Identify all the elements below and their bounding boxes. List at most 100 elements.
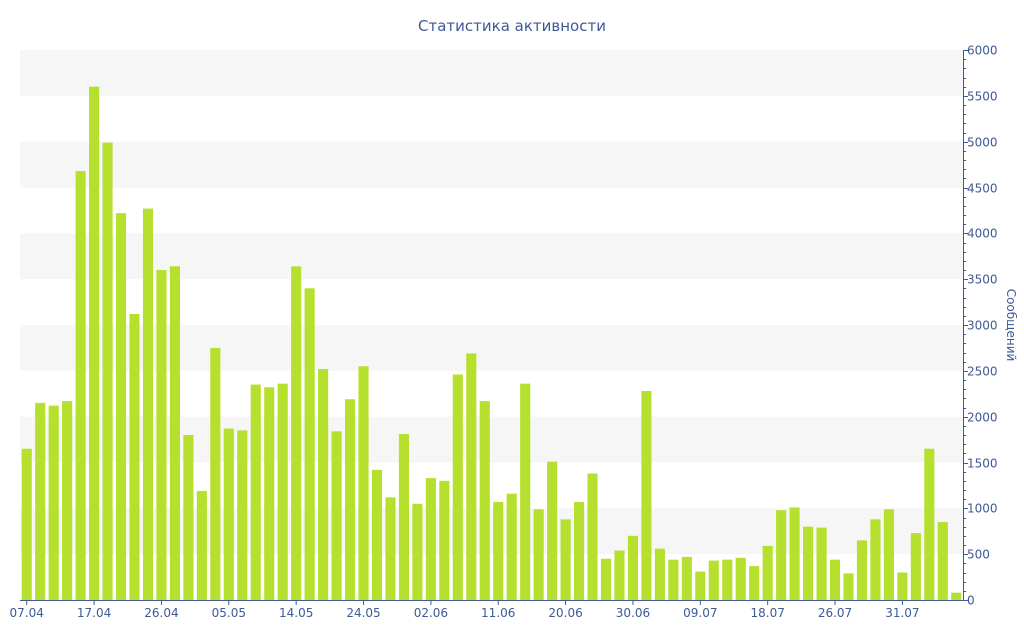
- bar[interactable]: [237, 430, 248, 600]
- bar[interactable]: [102, 142, 113, 601]
- bar[interactable]: [452, 374, 463, 601]
- x-tick-label: 30.06: [616, 606, 650, 620]
- bar[interactable]: [843, 573, 854, 600]
- bar[interactable]: [115, 213, 127, 600]
- x-tick-label: 26.07: [818, 606, 852, 620]
- bar[interactable]: [614, 550, 625, 601]
- bar[interactable]: [668, 559, 679, 600]
- bar[interactable]: [600, 558, 612, 600]
- bar[interactable]: [304, 288, 315, 600]
- bar[interactable]: [371, 469, 383, 600]
- x-tick-label: 05.05: [212, 606, 246, 620]
- bar[interactable]: [654, 548, 665, 600]
- bar[interactable]: [291, 266, 302, 600]
- y-tick-label: 2000: [967, 411, 998, 425]
- bar[interactable]: [937, 522, 948, 600]
- bar[interactable]: [223, 428, 234, 600]
- bar[interactable]: [951, 592, 962, 600]
- grid-band: [20, 141, 963, 188]
- bar[interactable]: [547, 461, 558, 600]
- bar[interactable]: [641, 391, 652, 600]
- bar[interactable]: [870, 519, 881, 600]
- bar[interactable]: [35, 402, 46, 600]
- bar[interactable]: [358, 366, 369, 600]
- y-tick-label: 6000: [967, 44, 998, 58]
- bar[interactable]: [722, 559, 733, 600]
- y-tick-label: 5000: [967, 136, 998, 150]
- bar[interactable]: [520, 383, 531, 600]
- bar[interactable]: [412, 503, 423, 600]
- bar[interactable]: [425, 478, 436, 600]
- y-tick-label: 500: [967, 548, 990, 562]
- bar[interactable]: [21, 448, 32, 600]
- bar[interactable]: [439, 480, 450, 600]
- bar[interactable]: [169, 266, 180, 600]
- bar[interactable]: [681, 556, 692, 600]
- bar[interactable]: [344, 399, 356, 600]
- bar[interactable]: [493, 501, 504, 600]
- bar[interactable]: [910, 533, 921, 600]
- x-tick-label: 20.06: [548, 606, 582, 620]
- bar[interactable]: [587, 473, 598, 601]
- x-tick-label: 26.04: [144, 606, 178, 620]
- bar[interactable]: [803, 526, 814, 600]
- y-tick-label: 4000: [967, 227, 998, 241]
- bar[interactable]: [856, 540, 868, 600]
- bar[interactable]: [749, 566, 760, 600]
- bar[interactable]: [48, 405, 59, 600]
- bar[interactable]: [210, 347, 221, 600]
- x-tick-label: 09.07: [683, 606, 717, 620]
- bar[interactable]: [506, 493, 517, 600]
- bar[interactable]: [762, 545, 773, 600]
- bar[interactable]: [264, 387, 275, 600]
- bar[interactable]: [142, 208, 154, 601]
- bar[interactable]: [479, 401, 490, 600]
- bar[interactable]: [250, 384, 261, 600]
- bar[interactable]: [897, 572, 908, 601]
- y-tick-label: 3000: [967, 319, 998, 333]
- bar[interactable]: [331, 431, 342, 600]
- bar[interactable]: [183, 435, 194, 600]
- bar[interactable]: [277, 383, 288, 600]
- bar[interactable]: [695, 571, 706, 600]
- bars-group: [21, 86, 962, 601]
- bar[interactable]: [62, 401, 73, 600]
- x-tick-label: 31.07: [885, 606, 919, 620]
- x-tick-label: 07.04: [10, 606, 44, 620]
- bar[interactable]: [776, 510, 787, 600]
- bar[interactable]: [829, 559, 841, 600]
- bar[interactable]: [129, 314, 140, 600]
- bar[interactable]: [789, 507, 800, 600]
- y-tick-label: 3500: [967, 273, 998, 287]
- bar[interactable]: [735, 557, 746, 600]
- bar[interactable]: [708, 560, 719, 600]
- bar[interactable]: [533, 509, 544, 600]
- y-tick-label: 1000: [967, 502, 998, 516]
- y-tick-label: 2500: [967, 365, 998, 379]
- bar[interactable]: [560, 519, 571, 600]
- x-tick-label: 17.04: [77, 606, 111, 620]
- y-tick-label: 0: [967, 594, 975, 608]
- y-tick-label: 5500: [967, 90, 998, 104]
- grid-bands: [20, 50, 963, 555]
- bar[interactable]: [75, 171, 86, 600]
- chart-title: Статистика активности: [418, 17, 606, 35]
- bar[interactable]: [924, 448, 935, 600]
- bar[interactable]: [627, 535, 639, 600]
- bar[interactable]: [466, 353, 477, 600]
- bar[interactable]: [385, 497, 396, 600]
- bar[interactable]: [398, 434, 409, 600]
- x-tick-label: 11.06: [481, 606, 515, 620]
- bar[interactable]: [89, 86, 100, 600]
- bar[interactable]: [196, 490, 207, 600]
- x-tick-label: 18.07: [750, 606, 784, 620]
- y-tick-label: 1500: [967, 457, 998, 471]
- axes-group: 0 500 1000 1500 2000 2500 3000 3500 4000 4500 5000…: [10, 44, 998, 621]
- bar[interactable]: [816, 527, 827, 600]
- bar[interactable]: [318, 369, 329, 600]
- bar[interactable]: [574, 501, 585, 600]
- bar[interactable]: [156, 270, 167, 600]
- bar[interactable]: [883, 509, 894, 600]
